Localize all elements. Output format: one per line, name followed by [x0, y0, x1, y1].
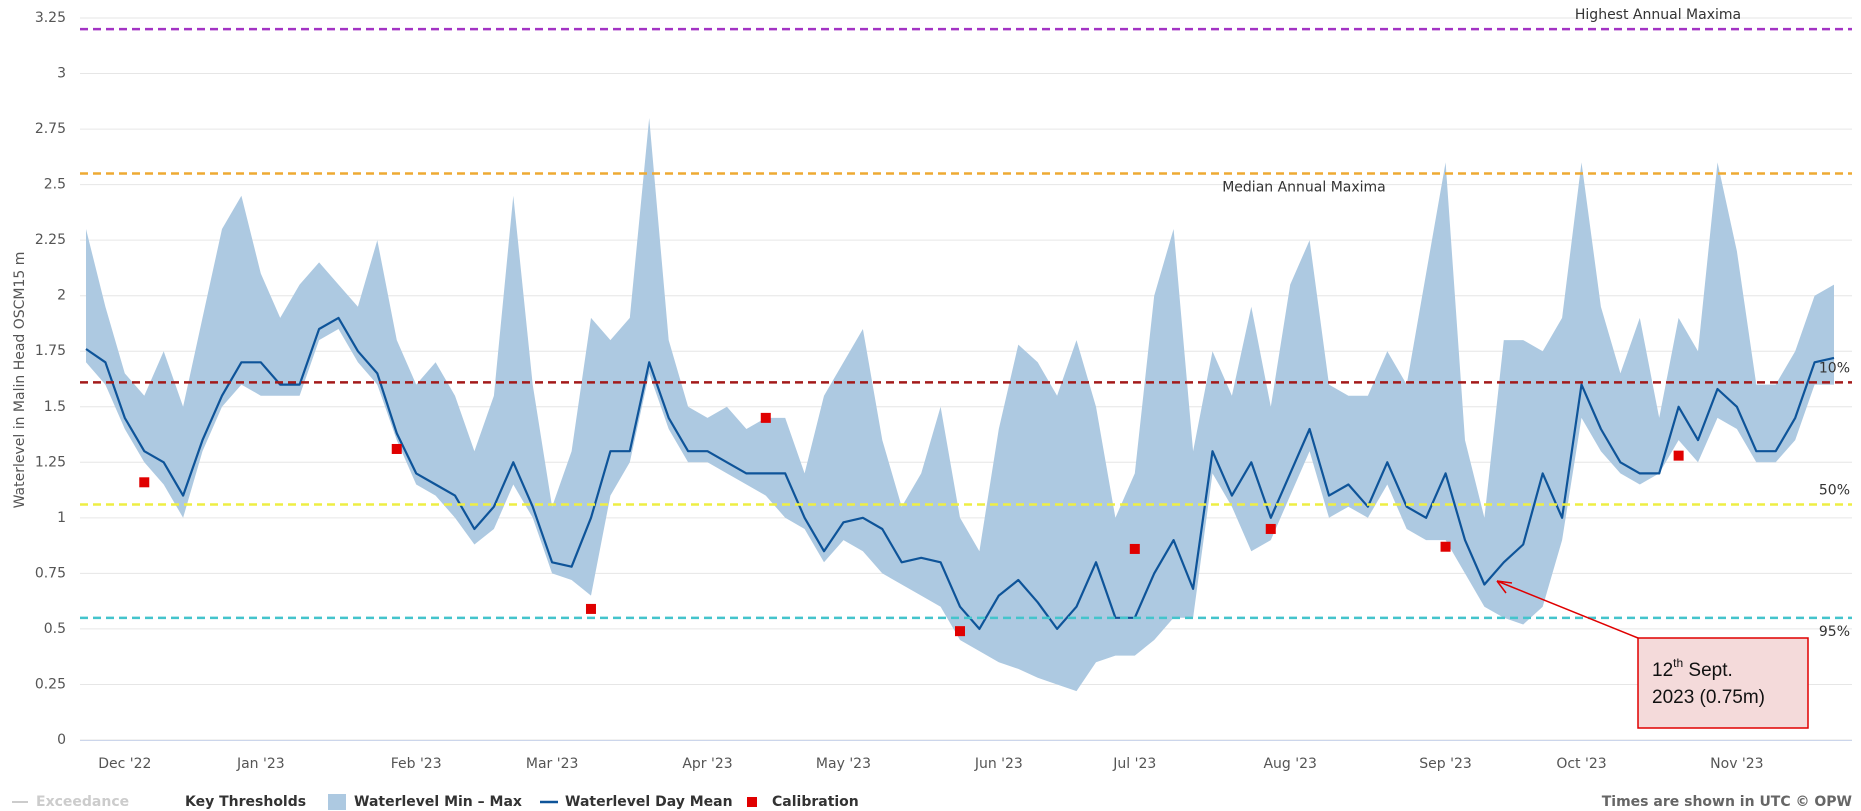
x-tick-label: May '23 [816, 756, 871, 772]
plot-area: 0 0.25 0.5 0.75 1 1.25 1.5 1.75 2 2.25 2.5 2.75 3 3.2… [35, 7, 1852, 772]
annotation-text: 12th Sept. [1652, 656, 1733, 681]
x-tick-label: Feb '23 [391, 756, 442, 772]
annotation-day: 12 [1652, 660, 1673, 681]
credit: Times are shown in UTC © OPW [1602, 794, 1852, 810]
threshold-label: 50% [1819, 483, 1850, 499]
x-tick-label: Oct '23 [1556, 756, 1606, 772]
y-tick-label: 0 [57, 732, 66, 748]
calibration-point [1129, 543, 1140, 554]
legend-label[interactable]: Waterlevel Day Mean [565, 794, 733, 810]
x-tick-label: Jul '23 [1112, 756, 1156, 772]
range-area [86, 118, 1834, 692]
y-tick-label: 3.25 [35, 10, 66, 26]
x-tick-label: Mar '23 [526, 756, 579, 772]
calibration-point [955, 626, 965, 637]
mean-line [85, 316, 1835, 630]
x-tick-label: Dec '22 [98, 756, 151, 772]
x-tick-label: Sep '23 [1419, 756, 1472, 772]
threshold-label: Highest Annual Maxima [1575, 7, 1741, 23]
y-tick-label: 2.25 [35, 232, 66, 248]
threshold-label: 95% [1819, 624, 1850, 640]
arrow-head [1496, 580, 1513, 594]
calibration-point [1265, 523, 1276, 534]
calibration-point [1440, 541, 1451, 552]
y-tick-label: 1.5 [44, 399, 66, 415]
y-tick-label: 1.25 [35, 454, 66, 470]
calibration-point [760, 412, 771, 423]
x-tick-label: Jan '23 [236, 756, 285, 772]
calibration-point [585, 603, 596, 614]
annotation-line1: Sept. [1683, 660, 1733, 681]
annotation-arrow [1496, 580, 1639, 639]
calibration-point [139, 477, 150, 488]
x-tick-label: Aug '23 [1263, 756, 1316, 772]
annotation-suffix: th [1673, 656, 1683, 670]
y-tick-label: 0.75 [35, 565, 66, 581]
y-tick-label: 1 [57, 510, 66, 526]
annotation-box [1637, 637, 1809, 729]
legend-label[interactable]: Key Thresholds [185, 794, 306, 810]
x-tick-label: Jun '23 [974, 756, 1023, 772]
threshold-label: Median Annual Maxima [1222, 180, 1386, 196]
legend-label[interactable]: Exceedance [36, 794, 129, 810]
threshold-label: 10% [1819, 360, 1850, 376]
calibration-point [1673, 450, 1684, 461]
y-tick-label: 0.5 [44, 621, 66, 637]
calibration-point [391, 443, 402, 454]
y-tick-label: 2.75 [35, 121, 66, 137]
y-tick-label: 2.5 [44, 177, 66, 193]
y-tick-label: 0.25 [35, 676, 66, 692]
legend-label[interactable]: Calibration [772, 794, 859, 810]
legend-label[interactable]: Waterlevel Min – Max [354, 794, 522, 810]
y-axis-title: Waterlevel in Malin Head OSCM15 m [12, 252, 28, 509]
y-tick-label: 3 [57, 66, 66, 82]
x-tick-label: Apr '23 [682, 756, 732, 772]
legend-swatch[interactable] [747, 797, 757, 807]
y-tick-label: 2 [57, 288, 66, 304]
annotation-text: 2023 (0.75m) [1652, 687, 1765, 708]
x-tick-label: Nov '23 [1710, 756, 1763, 772]
y-tick-label: 1.75 [35, 343, 66, 359]
legend-swatch[interactable] [328, 794, 346, 810]
